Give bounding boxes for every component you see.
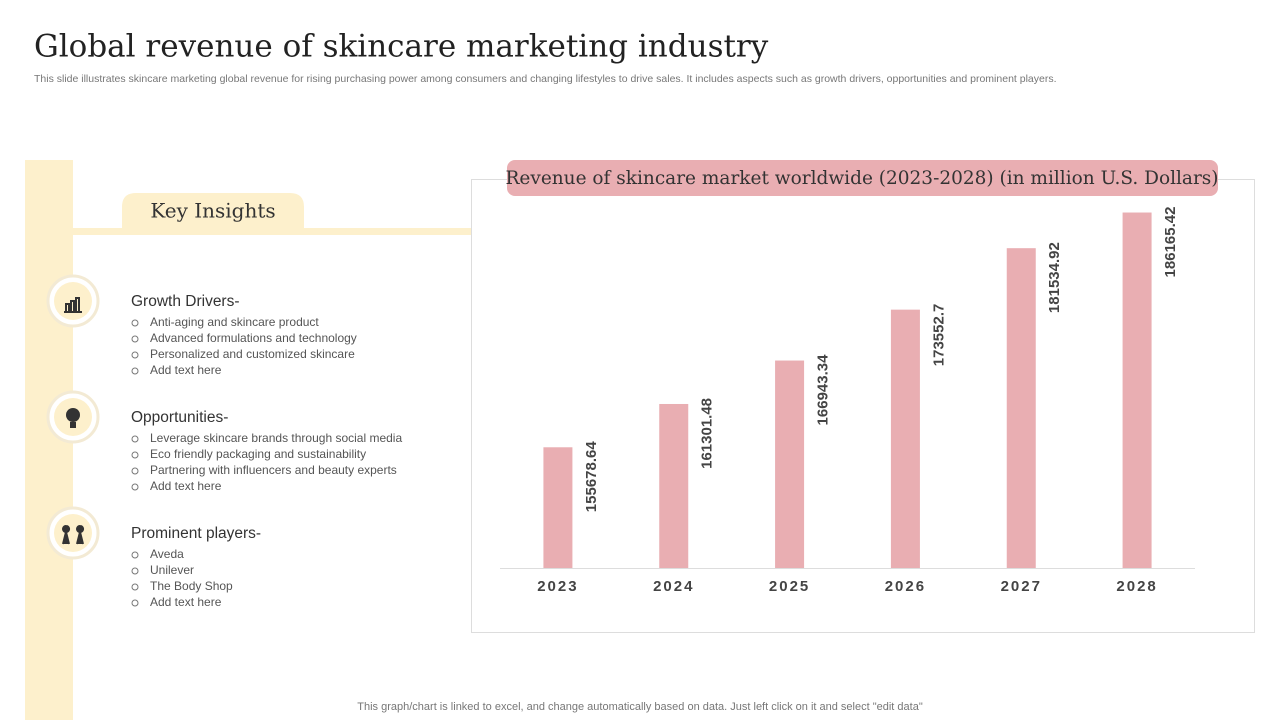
bar — [543, 447, 573, 568]
bullet — [131, 551, 139, 559]
bullet — [131, 451, 139, 459]
value-label: 173552.7 — [930, 304, 947, 367]
value-label: 166943.34 — [815, 354, 832, 426]
bullet — [131, 483, 139, 491]
bullet — [131, 567, 139, 575]
section-heading: Prominent players- — [131, 525, 261, 542]
x-tick-label: 2025 — [769, 578, 810, 595]
bar — [659, 403, 689, 568]
footnote: This graph/chart is linked to excel, and… — [357, 701, 923, 713]
x-tick-label: 2028 — [1116, 578, 1157, 595]
section-item: Anti-aging and skincare product — [150, 315, 319, 329]
subtitle: This slide illustrates skincare marketin… — [34, 73, 1057, 85]
value-label: 181534.92 — [1046, 242, 1063, 313]
bullet — [131, 367, 139, 375]
bar — [890, 309, 920, 568]
section-item: Add text here — [150, 363, 222, 377]
section-heading: Opportunities- — [131, 409, 228, 426]
title: Global revenue of skincare marketing ind… — [34, 29, 769, 65]
value-label: 155678.64 — [583, 441, 600, 513]
bullet — [131, 599, 139, 607]
tab — [122, 193, 304, 230]
icon-growth — [64, 297, 82, 313]
section-item: Add text here — [150, 479, 222, 493]
bullet — [131, 351, 139, 359]
key-insights: Key Insights — [150, 199, 275, 223]
x-tick-label: 2024 — [653, 578, 694, 595]
icons — [46, 274, 100, 560]
section-item: Personalized and customized skincare — [150, 347, 355, 361]
section-heading: Growth Drivers- — [131, 293, 240, 310]
icon-bulb-base — [70, 422, 76, 428]
section-item: Add text here — [150, 595, 222, 609]
bar — [1122, 212, 1152, 569]
bullet — [131, 467, 139, 475]
chart-title-bg — [507, 160, 1218, 196]
section-item: The Body Shop — [150, 579, 233, 593]
section-item: Aveda — [150, 547, 184, 561]
x-tick-label: 2027 — [1001, 578, 1042, 595]
section-item: Partnering with influencers and beauty e… — [150, 463, 397, 477]
section-item: Unilever — [150, 563, 194, 577]
chart-title: Revenue of skincare market worldwide (20… — [505, 168, 1218, 189]
icon-players — [62, 525, 85, 545]
bullet — [131, 335, 139, 343]
bar — [1006, 248, 1036, 568]
value-label: 161301.48 — [699, 398, 716, 469]
value-label: 186165.42 — [1162, 207, 1179, 278]
bullet — [131, 435, 139, 443]
section-item: Leverage skincare brands through social … — [150, 431, 402, 445]
icon-bg — [54, 514, 92, 552]
bar — [775, 360, 805, 568]
x-tick-label: 2023 — [537, 578, 578, 595]
section-item: Advanced formulations and technology — [150, 331, 357, 345]
bullet — [131, 319, 139, 327]
section-item: Eco friendly packaging and sustainabilit… — [150, 447, 366, 461]
x-tick-label: 2026 — [885, 578, 926, 595]
icon-bulb — [66, 408, 80, 422]
divider — [73, 228, 471, 235]
bullet — [131, 583, 139, 591]
